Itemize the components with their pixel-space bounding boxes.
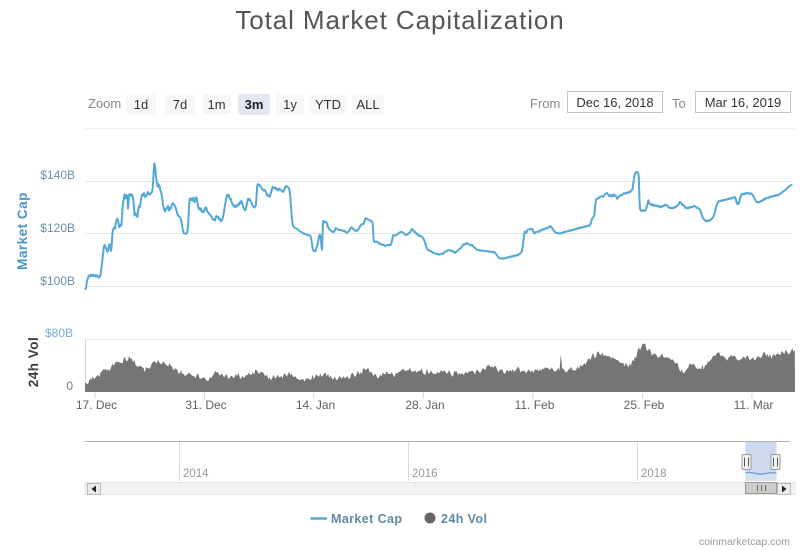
svg-text:YTD: YTD [315, 97, 341, 112]
svg-text:$100B: $100B [40, 274, 75, 288]
svg-text:2018: 2018 [641, 468, 667, 480]
svg-text:Mar 16, 2019: Mar 16, 2019 [705, 95, 782, 110]
svg-text:1d: 1d [134, 97, 148, 112]
svg-text:0: 0 [66, 379, 73, 393]
svg-text:To: To [672, 96, 686, 111]
svg-text:$80B: $80B [45, 326, 73, 340]
svg-text:7d: 7d [173, 97, 187, 112]
svg-text:ALL: ALL [356, 97, 379, 112]
svg-text:1m: 1m [207, 97, 225, 112]
svg-text:31. Dec: 31. Dec [185, 398, 226, 412]
svg-text:24h Vol: 24h Vol [26, 337, 41, 388]
svg-text:From: From [530, 96, 560, 111]
svg-text:11. Mar: 11. Mar [734, 398, 774, 412]
svg-text:14. Jan: 14. Jan [296, 398, 335, 412]
svg-text:24h Vol: 24h Vol [441, 512, 487, 526]
svg-text:25. Feb: 25. Feb [624, 398, 665, 412]
svg-text:17. Dec: 17. Dec [76, 398, 117, 412]
svg-text:11. Feb: 11. Feb [515, 398, 555, 412]
svg-text:3m: 3m [245, 97, 264, 112]
svg-text:Market Cap: Market Cap [331, 512, 402, 526]
svg-text:coinmarketcap.com: coinmarketcap.com [699, 536, 790, 548]
svg-text:$120B: $120B [40, 221, 75, 235]
svg-text:28. Jan: 28. Jan [405, 398, 444, 412]
svg-text:Zoom: Zoom [88, 96, 121, 111]
svg-text:1y: 1y [283, 97, 297, 112]
svg-text:Dec 16, 2018: Dec 16, 2018 [576, 95, 653, 110]
svg-text:Market Cap: Market Cap [15, 192, 30, 270]
svg-text:2014: 2014 [183, 468, 209, 480]
svg-text:$140B: $140B [40, 168, 75, 182]
svg-text:2016: 2016 [412, 468, 438, 480]
svg-text:Total Market Capitalization: Total Market Capitalization [235, 5, 564, 35]
